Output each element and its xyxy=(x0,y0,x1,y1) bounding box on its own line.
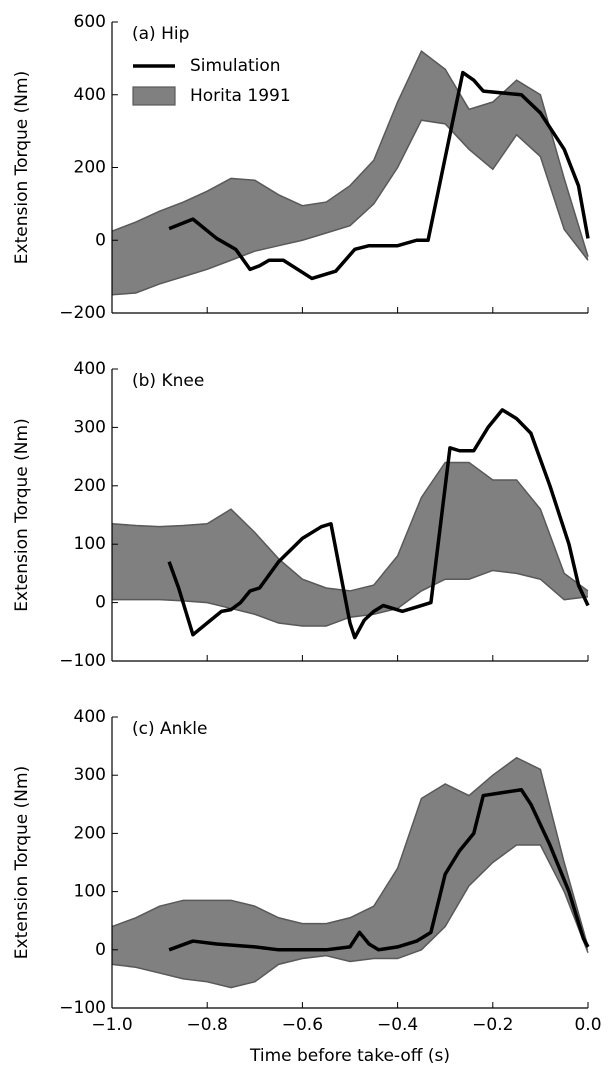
band-upper-edge xyxy=(111,49,589,257)
band-lower-edge xyxy=(111,844,589,989)
line xyxy=(168,70,590,281)
y-tick-label: 300 xyxy=(74,765,106,785)
line xyxy=(167,408,590,640)
x-tick-label: −1.0 xyxy=(91,1015,132,1035)
band-upper-edge xyxy=(111,756,589,948)
y-axis-label: Extension Torque (Nm) xyxy=(12,766,32,959)
legend-label: Horita 1991 xyxy=(190,86,291,106)
band-area xyxy=(112,757,588,988)
y-tick-label: −100 xyxy=(59,651,106,671)
panel-annotation: (a) Hip xyxy=(132,24,189,44)
band-upper-edge xyxy=(111,461,589,592)
band-lower-edge xyxy=(111,119,589,296)
y-tick-label: 400 xyxy=(74,707,106,727)
y-tick-label: 200 xyxy=(74,158,106,178)
y-tick-label: −100 xyxy=(59,998,106,1018)
panel-annotation: (c) Ankle xyxy=(132,719,207,739)
panel-annotation: (b) Knee xyxy=(132,371,204,391)
x-tick-label: −0.2 xyxy=(472,1015,513,1035)
y-tick-label: 300 xyxy=(74,417,106,437)
y-tick-label: 400 xyxy=(74,85,106,105)
y-tick-label: 100 xyxy=(74,882,106,902)
line xyxy=(168,788,590,952)
legend-patch xyxy=(132,86,176,106)
y-tick-label: 0 xyxy=(95,230,106,250)
y-tick-label: 400 xyxy=(74,359,106,379)
band-area xyxy=(112,51,588,295)
y-tick-label: 200 xyxy=(74,476,106,496)
y-tick-label: 0 xyxy=(95,940,106,960)
y-tick-label: 200 xyxy=(74,823,106,843)
x-tick-label: −0.8 xyxy=(187,1015,228,1035)
x-tick-label: −0.6 xyxy=(282,1015,323,1035)
band-area xyxy=(112,462,588,626)
legend-label: Simulation xyxy=(190,56,281,76)
x-axis-label: Time before take-off (s) xyxy=(249,1046,450,1066)
y-axis-label: Extension Torque (Nm) xyxy=(12,71,32,264)
y-tick-label: 600 xyxy=(74,12,106,32)
x-tick-label: −0.4 xyxy=(377,1015,418,1035)
y-axis-label: Extension Torque (Nm) xyxy=(12,418,32,611)
x-tick-label: 0.0 xyxy=(574,1015,601,1035)
y-tick-label: −200 xyxy=(59,303,106,323)
y-tick-label: 0 xyxy=(95,593,106,613)
y-tick-label: 100 xyxy=(74,534,106,554)
